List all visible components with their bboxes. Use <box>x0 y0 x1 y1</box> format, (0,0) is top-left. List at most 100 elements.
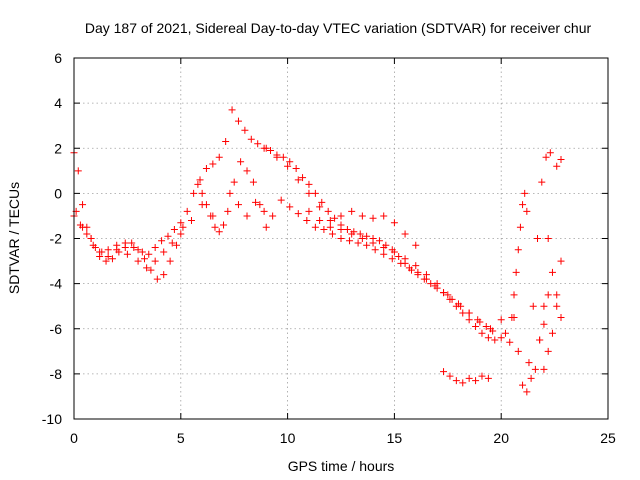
data-point <box>207 212 215 220</box>
data-point <box>369 239 377 247</box>
data-point <box>215 228 223 236</box>
data-point <box>292 165 300 173</box>
data-point <box>476 318 484 326</box>
data-point <box>544 235 552 242</box>
data-point <box>540 365 548 373</box>
data-point <box>179 223 187 231</box>
data-point <box>459 379 467 387</box>
data-point <box>256 201 264 209</box>
data-point <box>326 223 334 231</box>
data-point <box>326 216 334 224</box>
data-point <box>343 225 351 233</box>
data-point <box>284 162 292 170</box>
data-point <box>318 198 326 206</box>
data-point <box>228 106 236 114</box>
data-point <box>506 338 514 346</box>
data-point <box>294 210 302 218</box>
data-point <box>279 153 287 161</box>
y-tick-label: -6 <box>50 321 63 337</box>
data-point <box>104 253 112 261</box>
data-point <box>226 189 234 197</box>
data-point <box>166 257 174 265</box>
data-point <box>346 237 354 245</box>
data-point <box>311 223 319 231</box>
data-point <box>523 207 531 215</box>
data-point <box>331 214 339 222</box>
series-track-h <box>525 149 565 367</box>
x-tick-labels: 0 5 10 15 20 25 <box>70 430 616 446</box>
data-point <box>138 248 146 256</box>
data-point <box>220 221 228 229</box>
data-point <box>79 201 87 209</box>
y-tick-label: 6 <box>54 50 62 66</box>
data-point <box>316 216 324 224</box>
y-tick-label: -8 <box>50 366 63 382</box>
data-point <box>249 178 257 186</box>
data-point <box>557 313 565 321</box>
data-point <box>190 189 198 197</box>
data-point <box>375 237 383 245</box>
data-point <box>363 241 371 249</box>
data-point <box>164 232 172 240</box>
data-point <box>115 248 123 256</box>
data-point <box>444 291 452 299</box>
data-point <box>305 207 313 215</box>
x-tick-label: 0 <box>70 430 78 446</box>
data-point <box>459 309 467 317</box>
data-point <box>128 239 136 247</box>
data-point <box>380 250 388 258</box>
data-point <box>173 241 181 249</box>
data-point <box>202 165 210 173</box>
data-point <box>252 198 260 206</box>
data-point <box>414 268 422 276</box>
data-point <box>348 207 356 215</box>
series-track-b <box>72 189 497 335</box>
data-point <box>89 241 97 249</box>
data-point <box>299 174 307 182</box>
data-point <box>198 189 206 197</box>
data-point <box>243 167 251 175</box>
data-point <box>369 214 377 222</box>
data-point <box>412 241 420 249</box>
data-point <box>194 180 202 188</box>
data-point <box>337 212 345 220</box>
data-point <box>305 180 313 188</box>
data-point <box>497 316 505 324</box>
data-points <box>70 106 565 396</box>
series-track-j <box>540 257 565 373</box>
data-point <box>540 320 548 328</box>
data-point <box>519 201 527 209</box>
data-point <box>247 135 255 143</box>
data-point <box>158 237 166 245</box>
data-point <box>277 196 285 204</box>
data-point <box>440 368 448 376</box>
data-point <box>519 381 527 389</box>
y-tick-label: -2 <box>50 231 63 247</box>
tick-marks <box>73 57 609 420</box>
data-point <box>523 388 531 396</box>
data-point <box>134 257 142 265</box>
data-point <box>521 189 529 197</box>
data-point <box>472 322 480 330</box>
chart-title: Day 187 of 2021, Sidereal Day-to-day VTE… <box>85 20 592 36</box>
data-point <box>358 235 366 242</box>
data-point <box>478 372 486 380</box>
data-point <box>76 221 84 229</box>
data-point <box>209 160 217 168</box>
data-point <box>121 244 129 252</box>
data-point <box>160 271 168 279</box>
y-tick-label: -10 <box>42 411 62 427</box>
y-axis-label: SDTVAR / TECUs <box>6 182 22 294</box>
x-tick-label: 5 <box>177 430 185 446</box>
data-point <box>433 280 441 288</box>
series-track-i <box>536 268 565 344</box>
data-point <box>548 329 556 337</box>
data-point <box>354 239 362 247</box>
data-point <box>508 313 516 321</box>
data-point <box>96 253 104 261</box>
data-point <box>452 377 460 385</box>
data-point <box>540 302 548 310</box>
series-track-e <box>440 368 492 387</box>
data-point <box>557 257 565 265</box>
